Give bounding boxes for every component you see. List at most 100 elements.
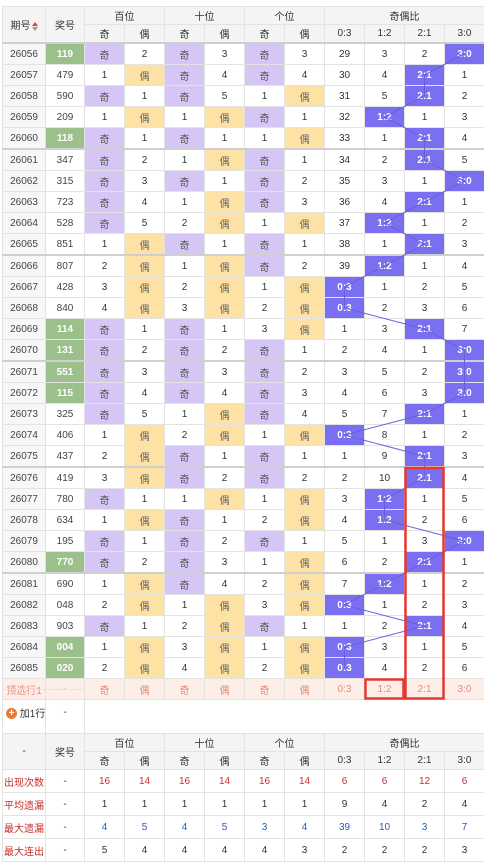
main-subheader-5: 偶	[285, 25, 325, 44]
digit-parity-cell: 偶	[205, 616, 245, 637]
ratio-cell: 0:3	[325, 277, 365, 298]
preselect-option[interactable]: 3:0	[445, 679, 484, 700]
stats-value: 4	[165, 839, 205, 862]
main-subheader-8: 2:1	[405, 25, 445, 44]
preselect-option[interactable]: 偶	[285, 679, 325, 700]
digit-parity-cell: 偶	[125, 510, 165, 531]
digit-parity-cell: 1	[205, 234, 245, 256]
ratio-cell: 3	[405, 531, 445, 552]
ratio-cell: 3:0	[445, 531, 484, 552]
ratio-cell: 2	[445, 573, 484, 595]
digit-parity-cell: 2	[245, 298, 285, 319]
digit-parity-cell: 2	[125, 43, 165, 65]
preselect-option[interactable]: 2:1	[405, 679, 445, 700]
ratio-cell: 6	[445, 298, 484, 319]
stats-value: 4	[165, 816, 205, 839]
digit-parity-cell: 偶	[205, 658, 245, 679]
ratio-cell: 0:3	[325, 637, 365, 658]
digit-parity-cell: 奇	[245, 65, 285, 86]
digit-parity-cell: 偶	[205, 149, 245, 171]
sort-down-icon[interactable]	[32, 27, 38, 31]
add-row-button[interactable]: + 加1行	[3, 690, 46, 735]
digit-parity-cell: 偶	[125, 446, 165, 468]
prize-number-cell: 048	[46, 595, 85, 616]
digit-parity-cell: 奇	[165, 86, 205, 107]
digit-parity-cell: 2	[245, 573, 285, 595]
preselect-option[interactable]: 偶	[125, 679, 165, 700]
period-cell: 26067	[3, 277, 46, 298]
prize-number-cell: 315	[46, 171, 85, 192]
digit-parity-cell: 5	[125, 213, 165, 234]
digit-parity-cell: 奇	[165, 65, 205, 86]
ratio-cell: 5	[445, 489, 484, 510]
preselect-option[interactable]: 1:2	[365, 679, 405, 700]
prize-number-cell: 479	[46, 65, 85, 86]
stats-prize-header: 奖号	[46, 734, 85, 770]
digit-parity-cell: 奇	[165, 128, 205, 150]
period-header[interactable]: 期号	[3, 7, 46, 44]
digit-parity-cell: 偶	[205, 255, 245, 277]
preselect-option[interactable]: 奇	[85, 679, 125, 700]
digit-parity-cell: 奇	[245, 43, 285, 65]
digit-parity-cell: 偶	[205, 298, 245, 319]
ratio-cell: 2	[405, 43, 445, 65]
preselect-option[interactable]: 奇	[165, 679, 205, 700]
digit-parity-cell: 1	[125, 86, 165, 107]
tens-header: 十位	[165, 7, 245, 25]
main-subheader-4: 奇	[245, 25, 285, 44]
preselect-option[interactable]: 0:3	[325, 679, 365, 700]
digit-parity-cell: 奇	[165, 383, 205, 404]
ratio-cell: 3	[365, 319, 405, 340]
prize-number-cell: 590	[46, 86, 85, 107]
digit-parity-cell: 奇	[85, 213, 125, 234]
ratio-cell: 0:3	[325, 298, 365, 319]
digit-parity-cell: 1	[165, 149, 205, 171]
digit-parity-cell: 4	[205, 573, 245, 595]
stats-value: 12	[405, 770, 445, 793]
period-cell: 26084	[3, 637, 46, 658]
period-cell: 26064	[3, 213, 46, 234]
period-cell: 26083	[3, 616, 46, 637]
parity-ratio-header: 奇偶比	[325, 7, 484, 25]
digit-parity-cell: 2	[165, 277, 205, 298]
ratio-cell: 4	[445, 467, 484, 489]
ratio-cell: 1	[365, 277, 405, 298]
main-subheader-3: 偶	[205, 25, 245, 44]
digit-parity-cell: 2	[85, 446, 125, 468]
digit-parity-cell: 偶	[125, 277, 165, 298]
digit-parity-cell: 奇	[165, 573, 205, 595]
ratio-cell: 4	[325, 510, 365, 531]
digit-parity-cell: 偶	[125, 107, 165, 128]
stats-value: 4	[85, 816, 125, 839]
preselect-option[interactable]: 奇	[245, 679, 285, 700]
prize-number-cell: 119	[46, 43, 85, 65]
prize-number-cell: 780	[46, 489, 85, 510]
digit-parity-cell: 偶	[285, 552, 325, 574]
preselect-option[interactable]: 偶	[205, 679, 245, 700]
digit-parity-cell: 1	[245, 425, 285, 446]
ratio-cell: 3	[445, 446, 484, 468]
ratio-cell: 6	[445, 510, 484, 531]
sort-up-icon[interactable]	[32, 22, 38, 26]
stats-value: 14	[205, 770, 245, 793]
stats-value: 4	[365, 793, 405, 816]
digit-parity-cell: 3	[285, 383, 325, 404]
prize-number-cell: 419	[46, 467, 85, 489]
digit-parity-cell: 奇	[165, 531, 205, 552]
digit-parity-cell: 1	[165, 255, 205, 277]
digit-parity-cell: 1	[245, 552, 285, 574]
period-cell: 26066	[3, 255, 46, 277]
digit-parity-cell: 4	[165, 658, 205, 679]
digit-parity-cell: 奇	[245, 107, 285, 128]
ratio-cell: 31	[325, 86, 365, 107]
